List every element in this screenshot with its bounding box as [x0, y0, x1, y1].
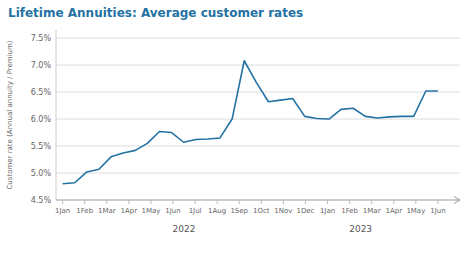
- grid: [56, 38, 460, 200]
- x-tick: [393, 200, 394, 204]
- x-tick-label: 1Mar: [98, 207, 116, 215]
- line: [63, 61, 438, 184]
- x-tick: [349, 200, 350, 204]
- x-tick: [62, 200, 63, 204]
- grid-line: [56, 119, 460, 120]
- y-tick-label: 5.0%: [31, 169, 52, 178]
- plot-area: [63, 61, 438, 184]
- y-axis-label: Customer rate (Annual annuity / Premium): [6, 40, 14, 189]
- y-axis-line: [56, 30, 57, 200]
- x-tick-label: 1Jun: [165, 207, 180, 215]
- x-tick-label: 1Apr: [121, 207, 138, 215]
- x-tick: [239, 200, 240, 204]
- x-tick: [173, 200, 174, 204]
- x-tick-label: 1May: [141, 207, 160, 215]
- year-label: 2023: [349, 224, 372, 234]
- x-tick-label: 1Apr: [385, 207, 402, 215]
- x-tick: [106, 200, 107, 204]
- grid-line: [56, 65, 460, 66]
- grid-line: [56, 92, 460, 93]
- y-tick-label: 4.5%: [31, 196, 52, 205]
- x-tick: [327, 200, 328, 204]
- x-tick: [150, 200, 151, 204]
- x-tick: [261, 200, 262, 204]
- x-tick: [283, 200, 284, 204]
- grid-line: [56, 173, 460, 174]
- x-tick-label: 1Jan: [55, 207, 70, 215]
- y-tick-label: 6.5%: [31, 88, 52, 97]
- x-tick-label: 1Feb: [341, 207, 358, 215]
- y-tick-label: 6.0%: [31, 115, 52, 124]
- x-tick: [128, 200, 129, 204]
- chart: Lifetime Annuities: Average customer rat…: [0, 0, 474, 266]
- x-tick-label: 1Jun: [430, 207, 445, 215]
- x-axis-line: [56, 200, 460, 201]
- x-tick-label: 1May: [406, 207, 425, 215]
- x-tick: [195, 200, 196, 204]
- grid-line: [56, 200, 460, 201]
- x-tick-label: 1Jan: [320, 207, 335, 215]
- x-tick-label: 1Oct: [253, 207, 270, 215]
- x-axis-arrow: [454, 197, 460, 204]
- x-tick-label: 1Aug: [208, 207, 226, 215]
- y-tick-label: 7.5%: [31, 34, 52, 43]
- x-tick-label: 1Sep: [230, 207, 248, 215]
- title: Lifetime Annuities: Average customer rat…: [8, 6, 303, 20]
- x-tick-label: 1Jul: [189, 207, 202, 215]
- x-tick-label: 1Dec: [296, 207, 314, 215]
- x-tick-label: 1Mar: [363, 207, 381, 215]
- x-tick: [437, 200, 438, 204]
- x-tick: [84, 200, 85, 204]
- grid-line: [56, 146, 460, 147]
- x-tick: [371, 200, 372, 204]
- year-label: 2022: [173, 224, 196, 234]
- y-tick-label: 5.5%: [31, 142, 52, 151]
- x-tick: [217, 200, 218, 204]
- x-tick: [415, 200, 416, 204]
- x-tick-label: 1Nov: [274, 207, 292, 215]
- y-tick-label: 7.0%: [31, 61, 52, 70]
- grid-line: [56, 38, 460, 39]
- x-tick: [305, 200, 306, 204]
- x-tick-label: 1Feb: [76, 207, 93, 215]
